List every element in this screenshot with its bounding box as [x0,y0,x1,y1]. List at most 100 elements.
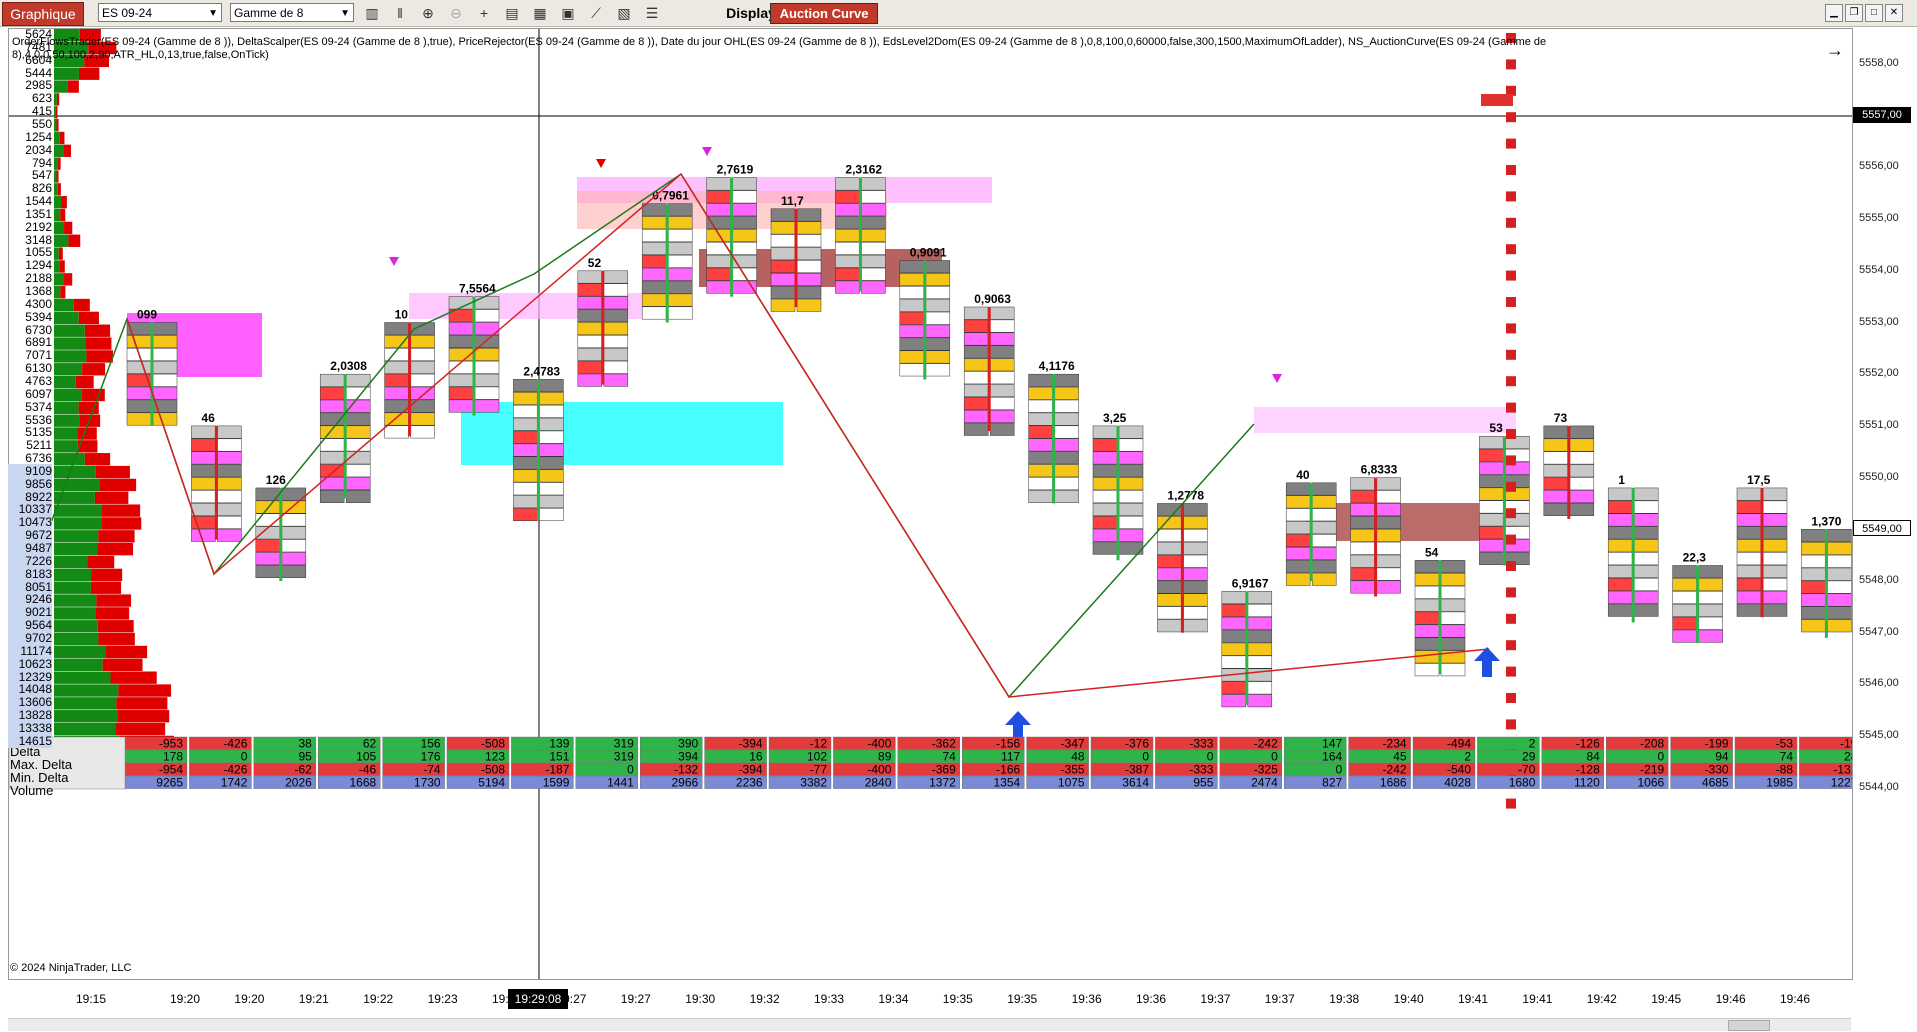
stats-cell-bg [318,736,381,750]
footprint-ask-cell [1827,541,1852,555]
footprint-bid-cell [1479,448,1504,462]
bar-type-selector[interactable]: Gamme de 8 ▼ [230,3,354,22]
bar-label: 3,25 [1103,411,1127,425]
zoom-in-icon[interactable]: ⊕ [422,5,434,21]
price-axis[interactable]: 5558,00 5557,00 5556,00 5555,00 5554,00 5553,… [1852,28,1917,978]
volume-profile-buy-bar [54,427,78,440]
stats-row-label: Delta [10,744,41,759]
footprint-bid-cell [577,360,603,374]
stats-cell-value: 95 [298,750,312,764]
price-axis-label: 5550,00 [1859,470,1899,483]
volume-profile-buy-bar [54,170,57,183]
footprint-bid-cell [1414,560,1440,573]
footprint-bid-cell [577,322,603,336]
footprint-bid-cell [835,254,860,268]
drawing-tools-icon[interactable]: ⟋ [591,5,601,21]
templates-icon[interactable]: ▧ [617,5,631,21]
volume-profile-sell-bar [56,170,59,183]
auction-curve-button[interactable]: Auction Curve [770,3,878,24]
footprint-ask-cell [539,495,564,509]
footprint-ask-cell [861,203,886,217]
footprint-ask-cell [1633,590,1659,604]
footprint-ask-cell [152,386,178,400]
footprint-ask-cell [1054,477,1079,491]
stats-cell-value: -70 [1518,763,1536,777]
volume-profile-buy-bar [54,247,59,260]
buy-arrow-icon [1005,711,1031,741]
footprint-bid-cell [384,360,409,374]
footprint-bid-cell [513,430,538,444]
footprint-bid-cell [770,273,796,286]
stats-cell-value: 139 [549,737,569,751]
volume-profile-buy-bar [54,414,80,427]
bar-label: 6,9167 [1232,576,1269,590]
footprint-bid-cell [319,451,345,465]
stats-cell-bg [1090,762,1154,776]
chart-bars-icon[interactable]: ǁ [397,5,403,21]
time-axis-label: 19:33 [814,992,845,1006]
arrow-right-icon[interactable]: → [1826,40,1844,60]
time-axis-label: 19:36 [1136,992,1167,1006]
data-box-icon[interactable]: ☰ [645,5,659,21]
bar-label: 53 [1489,421,1503,435]
stats-cell-value: 3614 [1122,776,1149,790]
footprint-bid-cell [963,319,989,333]
stats-cell-bg [897,749,960,763]
candle-body [1631,487,1635,623]
time-axis-label: 19:46 [1780,992,1811,1006]
footprint-ask-cell [410,412,435,426]
footprint-bid-cell [448,335,474,349]
footprint-bid-cell [1543,477,1569,491]
price-axis-label: 5553,00 [1859,315,1899,328]
stats-cell-value: -199 [1705,737,1729,751]
stats-cell-bg [1541,775,1605,789]
instrument-selector[interactable]: ES 09-24 ▼ [98,3,222,22]
scrollbar-thumb[interactable] [1728,1020,1770,1031]
time-axis-label: 19:38 [1329,992,1360,1006]
stats-cell-bg [833,736,896,750]
footprint-ask-cell [1633,513,1659,527]
strategies-icon[interactable]: ▣ [561,5,575,21]
footprint-ask-cell [281,539,307,553]
footprint-ask-cell [1376,567,1401,581]
chart-title-tab[interactable]: Graphique [2,2,84,26]
footprint-bid-cell [641,280,667,294]
price-axis-label: 5551,00 [1859,418,1899,431]
volume-profile-buy-bar [54,388,82,402]
stats-cell-value: -325 [1254,763,1278,777]
horizontal-scrollbar[interactable] [8,1018,1851,1031]
footprint-bid-cell [1221,655,1247,669]
footprint-bid-cell [963,358,989,372]
crosshair-icon[interactable]: + [479,5,489,21]
time-axis[interactable]: 19:1519:2019:2019:2119:2219:2319:2619:27… [8,988,1851,1014]
footprint-ask-cell [539,379,564,393]
stats-cell-value: 62 [363,737,377,751]
footprint-ask-cell [1247,616,1273,630]
footprint-bid-cell [1350,503,1375,517]
zoom-out-icon[interactable]: ⊖ [450,5,462,21]
footprint-bid-cell [577,373,603,387]
footprint-bid-cell [1736,487,1762,501]
indicators-icon[interactable]: ▦ [533,5,547,21]
footprint-bid-cell [513,469,538,483]
stats-cell-value: 0 [241,750,248,764]
close-icon[interactable]: ✕ [1885,4,1903,22]
footprint-ask-cell [152,412,178,426]
stats-cell-bg [1090,736,1154,750]
footprint-bid-cell [835,267,860,281]
bar-style-icon[interactable]: ▥ [365,5,379,21]
volume-profile-sell-bar [56,118,59,132]
footprint-bid-cell [384,373,409,387]
stats-cell-bg [768,762,832,776]
minimize-icon[interactable]: ▁ [1825,4,1843,22]
footprint-bid-cell [1607,526,1633,540]
footprint-ask-cell [217,451,242,465]
imbalance-zone [1254,407,1516,433]
footprint-bid-cell [1736,513,1762,527]
properties-icon[interactable]: ▤ [505,5,519,21]
stats-cell-bg [704,749,767,763]
footprint-ask-cell [1762,513,1788,527]
chart-panel[interactable]: 099 46 126 2,0308 10 7,5564 2,4783 52 0,7961 2,76… [8,28,1853,980]
maximize-icon[interactable]: □ [1865,4,1883,22]
restore-icon[interactable]: ❐ [1845,4,1863,22]
